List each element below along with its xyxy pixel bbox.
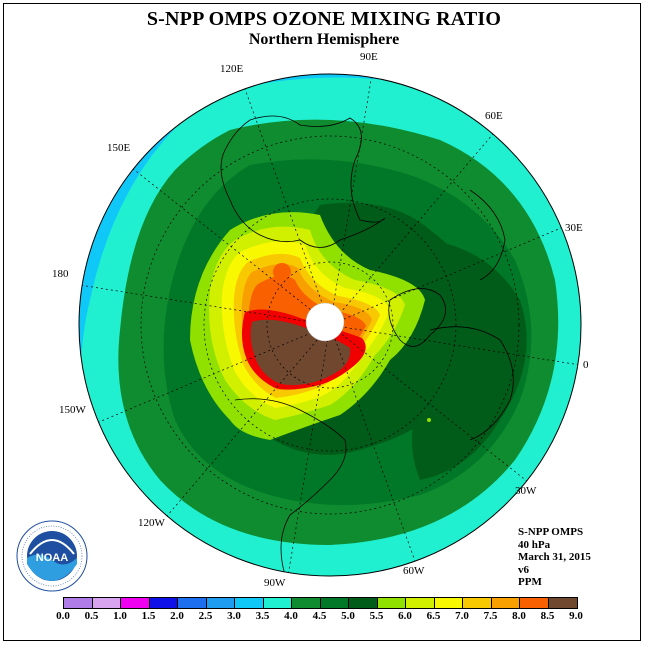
colorbar <box>63 597 578 609</box>
version-label: v6 <box>518 563 529 576</box>
colorbar-swatch <box>64 598 93 608</box>
map-boundary <box>78 73 582 577</box>
longitude-label-60w: 60W <box>403 565 425 577</box>
colorbar-swatch <box>92 598 121 608</box>
map-title: S-NPP OMPS OZONE MIXING RATIO <box>146 8 502 30</box>
colorbar-tick-label: 5.0 <box>341 610 355 622</box>
colorbar-swatch <box>491 598 520 608</box>
colorbar-swatch <box>149 598 178 608</box>
figure-frame <box>3 3 641 641</box>
colorbar-tick-label: 1.5 <box>141 610 156 622</box>
longitude-label-90e: 90E <box>360 51 378 63</box>
longitude-label-150w: 150W <box>59 404 86 416</box>
instrument-label: S-NPP OMPS <box>518 526 584 538</box>
longitude-label-60e: 60E <box>485 110 503 122</box>
colorbar-tick-label: 6.0 <box>398 610 412 622</box>
longitude-label-180: 180 <box>52 268 69 280</box>
date-label: March 31, 2015 <box>518 551 591 563</box>
noaa-logo: NOAA <box>16 520 88 592</box>
longitude-label-30w: 30W <box>515 485 537 497</box>
colorbar-tick-label: 2.0 <box>170 610 184 622</box>
colorbar-tick-label: 7.0 <box>455 610 469 622</box>
colorbar-tick-label: 0.5 <box>84 610 99 622</box>
longitude-label-30e: 30E <box>565 222 583 234</box>
polar-no-data <box>305 302 345 342</box>
noaa-logo-text: NOAA <box>36 552 68 564</box>
colorbar-swatch <box>178 598 207 608</box>
colorbar-swatch <box>121 598 150 608</box>
colorbar-swatch <box>520 598 549 608</box>
colorbar-tick-label: 3.5 <box>255 610 270 622</box>
colorbar-tick-label: 4.0 <box>284 610 298 622</box>
colorbar-tick-label: 8.0 <box>512 610 526 622</box>
colorbar-tick-label: 3.0 <box>227 610 241 622</box>
colorbar-swatch <box>377 598 406 608</box>
longitude-label-120e: 120E <box>220 63 244 75</box>
colorbar-swatch <box>206 598 235 608</box>
longitude-label-150e: 150E <box>107 142 131 154</box>
pressure-level: 40 hPa <box>518 538 551 551</box>
colorbar-tick-label: 4.5 <box>312 610 327 622</box>
colorbar-swatch <box>434 598 463 608</box>
colorbar-swatch <box>406 598 435 608</box>
longitude-label-120w: 120W <box>138 517 165 529</box>
colorbar-tick-label: 7.5 <box>483 610 498 622</box>
colorbar-swatch <box>292 598 321 608</box>
colorbar-tick-label: 5.5 <box>369 610 384 622</box>
colorbar-swatch <box>349 598 378 608</box>
colorbar-tick-label: 6.5 <box>426 610 441 622</box>
colorbar-tick-label: 1.0 <box>113 610 127 622</box>
colorbar-swatch <box>263 598 292 608</box>
ozone-field-5.0-east <box>412 240 527 480</box>
longitude-label-90w: 90W <box>264 577 286 589</box>
colorbar-tick-label: 8.5 <box>540 610 555 622</box>
ozone-field-high-spot <box>273 263 291 281</box>
units-label: PPM <box>518 576 542 588</box>
colorbar-swatch <box>548 598 577 608</box>
map-subtitle: Northern Hemisphere <box>248 31 400 48</box>
colorbar-swatch <box>320 598 349 608</box>
colorbar-tick-label: 2.5 <box>198 610 213 622</box>
colorbar-swatch <box>235 598 264 608</box>
colorbar-swatch <box>463 598 492 608</box>
colorbar-tick-label: 0.0 <box>56 610 70 622</box>
colorbar-tick-label: 9.0 <box>569 610 583 622</box>
longitude-label-0: 0 <box>583 359 589 371</box>
product-info: S-NPP OMPS 40 hPa March 31, 2015 v6 PPM <box>518 526 591 589</box>
